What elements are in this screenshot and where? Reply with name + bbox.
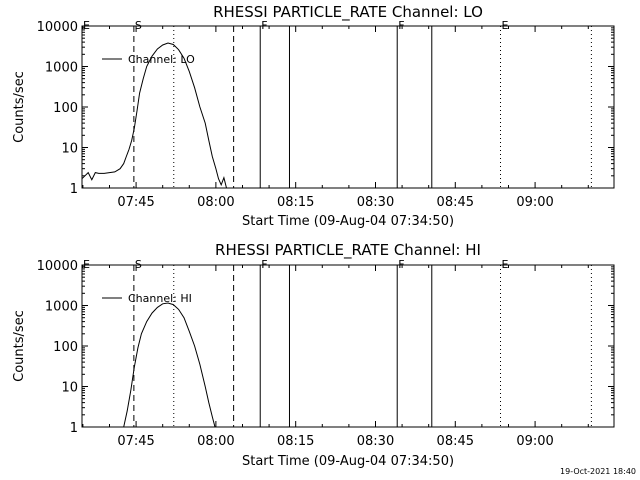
lo-y-tick-label: 1 [70,182,78,197]
hi-event-marker-label: E [83,258,90,271]
hi-x-tick-label: 08:15 [277,434,314,449]
hi-x-tick-label: 09:00 [516,434,553,449]
lo-x-tick-label: 08:45 [437,195,474,210]
hi-x-tick-label: 07:45 [117,434,154,449]
hi-y-tick-label: 10000 [37,259,78,274]
lo-y-tick-label: 10000 [37,20,78,35]
hi-event-marker-label: F [261,258,267,271]
lo-event-marker-label: F [261,19,267,32]
lo-plot-frame [81,25,615,189]
hi-channel-panel: RHESSI PARTICLE_RATE Channel: HI Counts/… [12,241,615,469]
lo-event-marker-label: E [502,19,509,32]
lo-event-marker-label: F [398,19,404,32]
lo-x-tick-label: 08:30 [357,195,394,210]
lo-channel-panel: RHESSI PARTICLE_RATE Channel: LO Counts/… [12,3,615,229]
hi-event-marker-label: S [135,258,142,271]
lo-y-tick-label: 10 [61,142,78,157]
hi-plot-frame [81,264,615,428]
lo-y-tick-label: 1000 [45,61,78,76]
lo-x-axis-label: Start Time (09-Aug-04 07:34:50) [242,214,454,229]
hi-legend-entry: Channel: HI [128,292,192,305]
lo-x-tick-label: 09:00 [516,195,553,210]
hi-series-line [123,302,216,428]
lo-event-marker-label: S [135,19,142,32]
hi-y-tick-label: 100 [53,340,78,355]
hi-x-axis-label: Start Time (09-Aug-04 07:34:50) [242,454,454,469]
lo-event-marker-label: E [83,19,90,32]
hi-event-marker-label: F [398,258,404,271]
generation-timestamp: 19-Oct-2021 18:40 [560,467,636,476]
hi-x-tick-label: 08:00 [197,434,234,449]
hi-x-tick-label: 08:45 [437,434,474,449]
lo-y-axis-label: Counts/sec [12,71,27,143]
lo-x-tick-label: 08:00 [197,195,234,210]
hi-y-tick-label: 1 [70,421,78,436]
lo-chart-title: RHESSI PARTICLE_RATE Channel: LO [213,3,483,22]
hi-y-tick-label: 10 [61,381,78,396]
lo-y-tick-label: 100 [53,101,78,116]
lo-series-line [81,42,227,189]
lo-x-tick-label: 08:15 [277,195,314,210]
hi-y-axis-label: Counts/sec [12,310,27,382]
hi-x-tick-label: 08:30 [357,434,394,449]
hi-chart-title: RHESSI PARTICLE_RATE Channel: HI [215,241,481,260]
hi-y-tick-label: 1000 [45,300,78,315]
hi-event-marker-label: E [502,258,509,271]
lo-legend-entry: Channel: LO [128,53,195,66]
lo-x-tick-label: 07:45 [117,195,154,210]
